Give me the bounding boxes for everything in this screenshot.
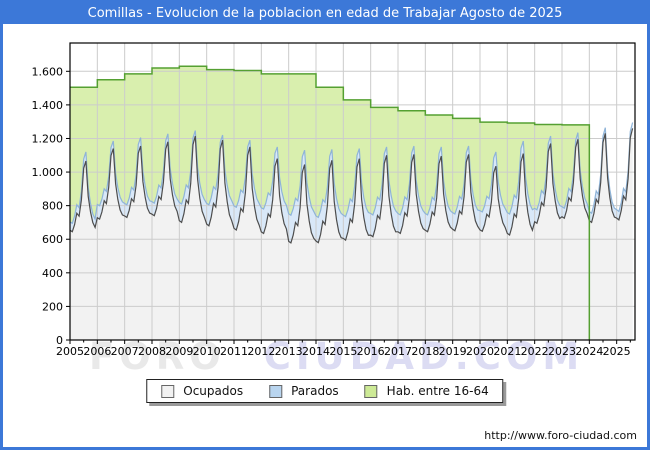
y-axis-label: 200 xyxy=(42,300,63,313)
legend-item-hab-entre-16-64: Hab. entre 16-64 xyxy=(364,384,489,398)
x-axis-label: 2005 xyxy=(56,345,84,358)
plot-border xyxy=(69,42,636,341)
x-axis-label: 2020 xyxy=(466,345,494,358)
y-axis-label: 1.000 xyxy=(32,166,64,179)
y-axis-label: 400 xyxy=(42,267,63,280)
y-axis-label: 600 xyxy=(42,233,63,246)
x-axis-label: 2021 xyxy=(493,345,521,358)
chart-title: Comillas - Evolucion de la poblacion en … xyxy=(3,3,647,24)
legend-item-parados: Parados xyxy=(269,384,339,398)
ocupados-area xyxy=(70,128,633,340)
legend-swatch xyxy=(364,384,378,398)
legend-item-ocupados: Ocupados xyxy=(161,384,243,398)
x-axis-label: 2010 xyxy=(193,345,221,358)
y-axis-label: 800 xyxy=(42,200,63,213)
x-axis-label: 2014 xyxy=(302,345,330,358)
legend-label: Hab. entre 16-64 xyxy=(386,384,489,398)
x-axis-label: 2018 xyxy=(411,345,439,358)
x-axis-label: 2015 xyxy=(329,345,357,358)
x-axis-label: 2024 xyxy=(575,345,603,358)
y-axis-label: 1.400 xyxy=(32,99,64,112)
x-axis-label: 2016 xyxy=(357,345,385,358)
x-axis-label: 2017 xyxy=(384,345,412,358)
legend-swatch xyxy=(161,384,175,398)
x-axis-label: 2012 xyxy=(247,345,275,358)
parados-line xyxy=(69,122,634,225)
legend-label: Ocupados xyxy=(183,384,244,398)
x-axis-label: 2007 xyxy=(111,345,139,358)
x-axis-label: 2011 xyxy=(220,345,248,358)
x-axis-label: 2013 xyxy=(275,345,303,358)
x-axis-label: 2019 xyxy=(439,345,467,358)
foro-ciudad-link[interactable]: http://www.foro-ciudad.com xyxy=(484,429,637,442)
legend-label: Parados xyxy=(291,384,339,398)
x-axis-label: 2025 xyxy=(603,345,631,358)
ocupados-line xyxy=(69,128,634,244)
y-axis-label: 1.600 xyxy=(32,65,64,78)
chart-legend: Ocupados Parados Hab. entre 16-64 xyxy=(146,379,504,403)
x-axis-label: 2022 xyxy=(521,345,549,358)
x-axis-label: 2008 xyxy=(138,345,166,358)
y-axis-label: 1.200 xyxy=(32,132,64,145)
y-axis-label: 0 xyxy=(56,334,63,347)
legend-swatch xyxy=(269,384,283,398)
x-axis-label: 2009 xyxy=(165,345,193,358)
hab-16-64-line xyxy=(70,65,591,340)
x-axis-label: 2006 xyxy=(83,345,111,358)
x-axis-label: 2023 xyxy=(548,345,576,358)
